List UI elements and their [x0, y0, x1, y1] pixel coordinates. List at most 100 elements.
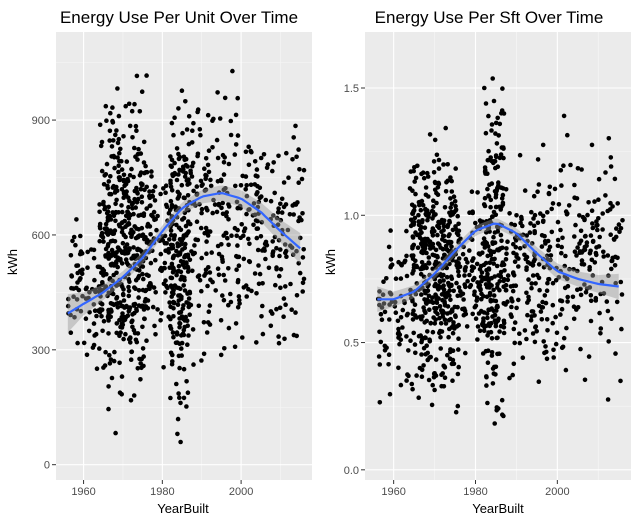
data-point: [205, 162, 211, 168]
data-point: [578, 292, 584, 298]
data-point: [513, 237, 519, 242]
data-point: [68, 312, 73, 318]
data-point: [146, 273, 151, 279]
data-point: [523, 256, 528, 262]
data-point: [451, 194, 457, 199]
data-point: [301, 167, 307, 173]
data-point: [130, 324, 135, 330]
data-point: [182, 275, 187, 280]
data-point: [620, 218, 625, 223]
data-point: [540, 213, 546, 219]
data-point: [495, 226, 501, 231]
data-point: [381, 279, 386, 285]
data-point: [254, 235, 260, 241]
data-point: [566, 203, 572, 208]
data-point: [491, 234, 496, 240]
data-point: [168, 283, 174, 289]
data-point: [501, 155, 506, 161]
data-point: [277, 305, 283, 311]
data-point: [119, 282, 124, 287]
data-point: [185, 252, 191, 258]
data-point: [565, 294, 570, 300]
x-tick-label: 2000: [229, 486, 253, 498]
data-point: [184, 233, 189, 238]
data-point: [472, 275, 477, 281]
data-point: [413, 191, 418, 197]
data-point: [549, 229, 555, 235]
data-point: [396, 335, 401, 340]
data-point: [452, 199, 458, 204]
data-point: [400, 307, 406, 313]
data-point: [534, 329, 539, 334]
data-point: [440, 310, 445, 316]
data-point: [555, 219, 561, 225]
data-point: [525, 260, 531, 265]
data-point: [541, 265, 547, 270]
data-point: [104, 226, 109, 232]
data-point: [488, 204, 493, 210]
data-point: [199, 210, 204, 216]
data-point: [124, 242, 130, 247]
data-point: [167, 300, 172, 305]
chart-panel-energy-per-unit: Energy Use Per Unit Over Time YearBuilt …: [0, 0, 318, 522]
data-point: [494, 188, 499, 194]
data-point: [492, 274, 497, 279]
data-point: [584, 243, 589, 248]
data-point: [101, 239, 106, 244]
data-point: [508, 312, 514, 317]
data-point: [441, 162, 446, 167]
data-point: [582, 282, 587, 287]
data-point: [156, 237, 162, 243]
data-point: [116, 169, 121, 175]
data-point: [177, 320, 182, 326]
data-point: [419, 292, 424, 297]
data-point: [119, 303, 124, 309]
data-point: [175, 416, 181, 422]
data-point: [426, 377, 432, 383]
data-point: [163, 190, 168, 195]
data-point: [199, 288, 204, 294]
data-point: [134, 128, 139, 133]
data-point: [414, 373, 419, 378]
data-point: [427, 355, 432, 360]
data-point: [139, 89, 145, 94]
data-point: [535, 189, 540, 194]
data-point: [93, 287, 98, 293]
data-point: [490, 381, 496, 386]
data-point: [85, 265, 90, 271]
data-point: [564, 276, 570, 282]
data-point: [409, 381, 415, 387]
data-point: [392, 299, 398, 305]
data-point: [183, 162, 189, 168]
data-point: [169, 261, 175, 267]
data-point: [187, 312, 192, 318]
data-point: [529, 285, 534, 291]
data-point: [221, 172, 227, 177]
data-point: [89, 247, 94, 252]
data-point: [114, 197, 119, 203]
data-point: [590, 221, 595, 226]
data-point: [191, 362, 196, 367]
data-point: [461, 244, 466, 250]
data-point: [142, 316, 147, 322]
data-point: [137, 109, 143, 114]
data-point: [448, 175, 453, 180]
data-point: [135, 191, 140, 196]
data-point: [108, 230, 113, 235]
data-point: [98, 287, 103, 292]
data-point: [535, 157, 541, 162]
data-point: [179, 353, 184, 358]
data-point: [181, 283, 186, 288]
data-point: [501, 277, 507, 282]
data-point: [544, 288, 550, 294]
data-point: [547, 184, 553, 190]
data-point: [235, 133, 241, 138]
data-point: [486, 194, 492, 199]
data-point: [226, 217, 231, 222]
data-point: [190, 128, 195, 133]
data-point: [208, 183, 214, 189]
y-tick-label: 0.0: [344, 465, 359, 477]
data-point: [544, 253, 550, 259]
data-point: [176, 263, 182, 269]
data-point: [525, 312, 530, 318]
